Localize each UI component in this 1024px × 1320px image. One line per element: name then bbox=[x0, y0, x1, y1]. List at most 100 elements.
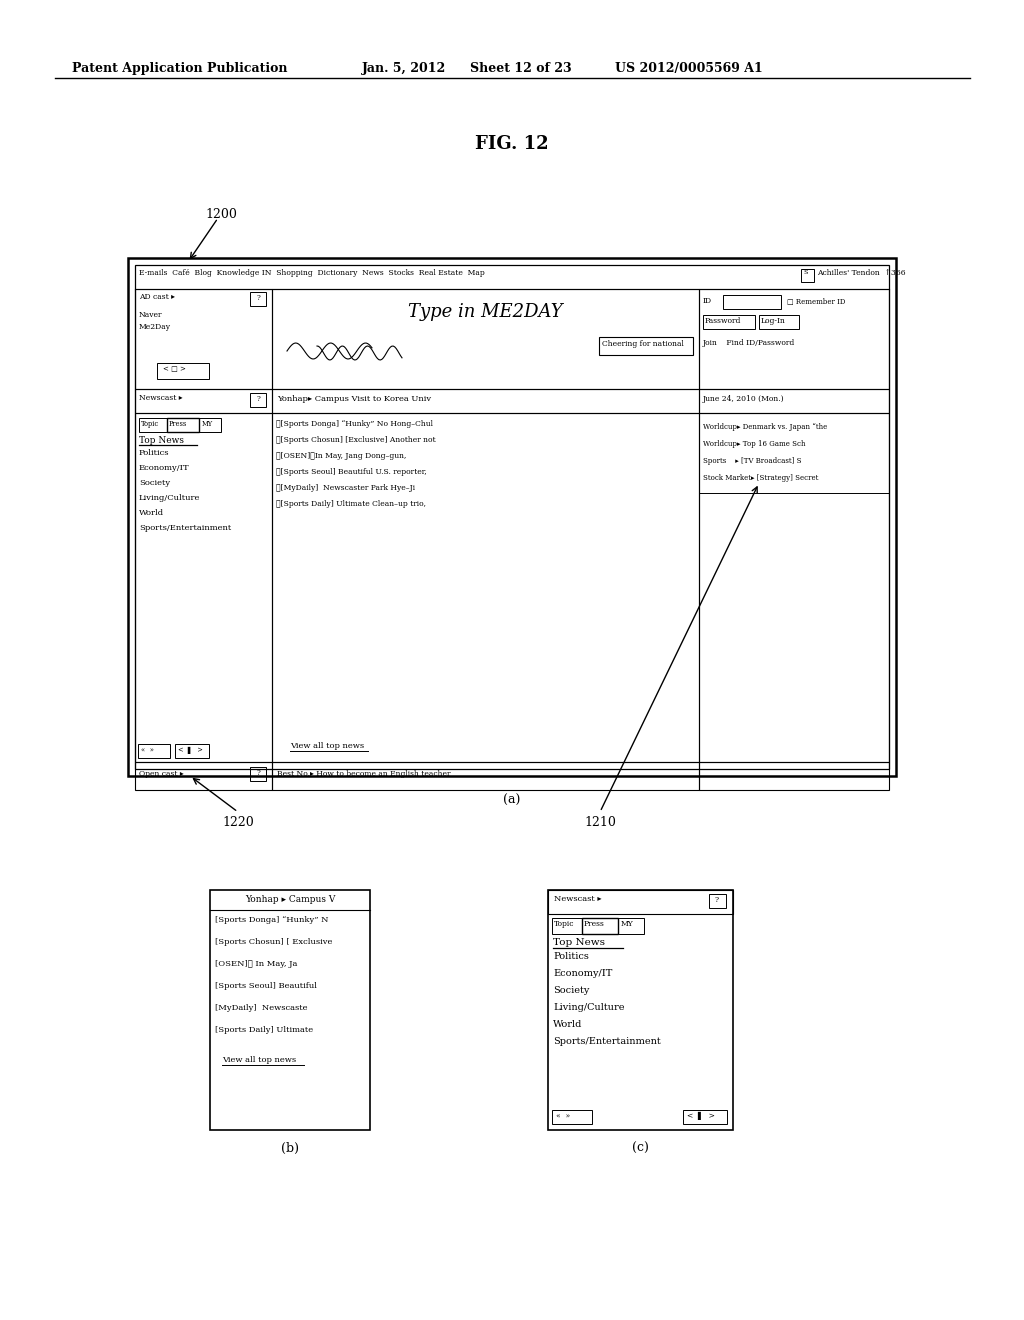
Bar bbox=[548, 890, 733, 1130]
Bar bbox=[618, 917, 644, 935]
Text: View all top news: View all top news bbox=[222, 1056, 296, 1064]
Text: Top News: Top News bbox=[139, 436, 184, 445]
Text: 1210: 1210 bbox=[584, 816, 616, 829]
Bar bbox=[135, 413, 272, 762]
Text: Patent Application Publication: Patent Application Publication bbox=[72, 62, 288, 75]
Text: Sports/Entertainment: Sports/Entertainment bbox=[553, 1038, 660, 1045]
Text: [Sports Chosun] [Exclusive] Another not: [Sports Chosun] [Exclusive] Another not bbox=[276, 436, 435, 444]
Text: [Sports Seoul] Beautiful: [Sports Seoul] Beautiful bbox=[215, 982, 317, 990]
Bar bbox=[699, 389, 889, 413]
Bar bbox=[210, 890, 370, 1130]
Text: S: S bbox=[803, 271, 807, 276]
Text: Politics: Politics bbox=[139, 449, 170, 457]
Text: [Sports Daily] Ultimate: [Sports Daily] Ultimate bbox=[215, 1026, 313, 1034]
Text: Yonhap ▸ Campus V: Yonhap ▸ Campus V bbox=[245, 895, 335, 904]
Text: <  ▌  >: < ▌ > bbox=[178, 746, 203, 754]
Bar bbox=[709, 894, 726, 908]
Text: MY: MY bbox=[621, 920, 634, 928]
Text: Living/Culture: Living/Culture bbox=[139, 494, 201, 502]
Text: Society: Society bbox=[553, 986, 590, 995]
Text: [Sports Donga] “Hunky” N: [Sports Donga] “Hunky” N bbox=[215, 916, 329, 924]
Text: US 2012/0005569 A1: US 2012/0005569 A1 bbox=[615, 62, 763, 75]
Text: Best No.▸ How to become an English teacher: Best No.▸ How to become an English teach… bbox=[278, 770, 451, 777]
Text: Me2Day: Me2Day bbox=[139, 323, 171, 331]
Text: Log-In: Log-In bbox=[761, 317, 785, 325]
Text: Yonhap▸ Campus Visit to Korea Univ: Yonhap▸ Campus Visit to Korea Univ bbox=[278, 395, 431, 403]
Text: Join    Find ID/Password: Join Find ID/Password bbox=[703, 339, 796, 347]
Bar bbox=[135, 389, 272, 413]
Bar bbox=[135, 265, 889, 770]
Text: «  »: « » bbox=[556, 1111, 570, 1119]
Bar bbox=[272, 762, 699, 789]
Bar bbox=[128, 257, 896, 776]
Text: Press: Press bbox=[584, 920, 605, 928]
Bar bbox=[250, 767, 266, 781]
Text: AD cast ▸: AD cast ▸ bbox=[139, 293, 175, 301]
Bar bbox=[135, 762, 272, 789]
Text: [OSEN]	In May, Jang Dong–gun,: [OSEN] In May, Jang Dong–gun, bbox=[276, 451, 407, 459]
Text: (b): (b) bbox=[281, 1142, 299, 1155]
Bar bbox=[801, 269, 814, 282]
Text: [MyDaily]  Newscaster Park Hye–Ji: [MyDaily] Newscaster Park Hye–Ji bbox=[276, 484, 415, 492]
Text: ID: ID bbox=[703, 297, 712, 305]
Text: E-mails  Café  Blog  Knowledge IN  Shopping  Dictionary  News  Stocks  Real Esta: E-mails Café Blog Knowledge IN Shopping … bbox=[139, 269, 484, 277]
Text: World: World bbox=[553, 1020, 583, 1030]
Text: Stock Market▸ [Strategy] Secret: Stock Market▸ [Strategy] Secret bbox=[703, 474, 818, 482]
Bar bbox=[157, 363, 209, 379]
Bar bbox=[599, 337, 693, 355]
Text: ?: ? bbox=[256, 294, 260, 302]
Text: (c): (c) bbox=[632, 1142, 648, 1155]
Text: «  »: « » bbox=[141, 746, 154, 754]
Text: June 24, 2010 (Mon.): June 24, 2010 (Mon.) bbox=[703, 395, 784, 403]
Text: FIG. 12: FIG. 12 bbox=[475, 135, 549, 153]
Text: Economy/IT: Economy/IT bbox=[139, 465, 189, 473]
Text: Achilles' Tendon  ↑366: Achilles' Tendon ↑366 bbox=[817, 269, 905, 277]
Text: ?: ? bbox=[715, 896, 719, 904]
Bar bbox=[250, 393, 266, 407]
Text: Type in ME2DAY: Type in ME2DAY bbox=[408, 304, 562, 321]
Text: [Sports Seoul] Beautiful U.S. reporter,: [Sports Seoul] Beautiful U.S. reporter, bbox=[276, 469, 427, 477]
Bar bbox=[199, 418, 221, 432]
Bar bbox=[548, 890, 733, 913]
Bar bbox=[272, 389, 699, 413]
Text: Worldcup▸ Denmark vs. Japan “the: Worldcup▸ Denmark vs. Japan “the bbox=[703, 422, 827, 432]
Text: [MyDaily]  Newscaste: [MyDaily] Newscaste bbox=[215, 1005, 307, 1012]
Text: Newscast ▸: Newscast ▸ bbox=[139, 393, 182, 403]
Text: [Sports Daily] Ultimate Clean–up trio,: [Sports Daily] Ultimate Clean–up trio, bbox=[276, 500, 426, 508]
Text: Topic: Topic bbox=[141, 420, 159, 428]
Text: World: World bbox=[139, 510, 164, 517]
Text: [Sports Chosun] [ Exclusive: [Sports Chosun] [ Exclusive bbox=[215, 939, 333, 946]
Text: [Sports Donga] “Hunky” No Hong–Chul: [Sports Donga] “Hunky” No Hong–Chul bbox=[276, 420, 433, 428]
Bar bbox=[138, 744, 170, 758]
Bar bbox=[699, 762, 889, 789]
Text: Topic: Topic bbox=[554, 920, 574, 928]
Bar bbox=[135, 289, 272, 389]
Text: Worldcup▸ Top 16 Game Sch: Worldcup▸ Top 16 Game Sch bbox=[703, 440, 806, 447]
Bar bbox=[272, 289, 699, 389]
Text: Open cast ▸: Open cast ▸ bbox=[139, 770, 183, 777]
Text: ?: ? bbox=[256, 395, 260, 403]
Text: [OSEN]	 In May, Ja: [OSEN] In May, Ja bbox=[215, 960, 297, 968]
Text: Society: Society bbox=[139, 479, 170, 487]
Bar bbox=[582, 917, 618, 935]
Text: 1220: 1220 bbox=[222, 816, 254, 829]
Text: <  ▌  >: < ▌ > bbox=[687, 1111, 715, 1121]
Bar bbox=[552, 1110, 592, 1125]
Text: Newscast ▸: Newscast ▸ bbox=[554, 895, 602, 903]
Bar bbox=[139, 418, 167, 432]
Text: Naver: Naver bbox=[139, 312, 163, 319]
Text: Password: Password bbox=[705, 317, 741, 325]
Text: (a): (a) bbox=[504, 795, 520, 807]
Bar bbox=[175, 744, 209, 758]
Bar bbox=[699, 413, 889, 762]
Bar bbox=[250, 292, 266, 306]
Bar bbox=[683, 1110, 727, 1125]
Bar bbox=[759, 315, 799, 329]
Text: Economy/IT: Economy/IT bbox=[553, 969, 612, 978]
Text: Sheet 12 of 23: Sheet 12 of 23 bbox=[470, 62, 571, 75]
Text: Sports/Entertainment: Sports/Entertainment bbox=[139, 524, 231, 532]
Text: Top News: Top News bbox=[553, 939, 605, 946]
Text: < □ >: < □ > bbox=[163, 366, 186, 374]
Text: Living/Culture: Living/Culture bbox=[553, 1003, 625, 1012]
Text: Cheering for national: Cheering for national bbox=[602, 341, 684, 348]
